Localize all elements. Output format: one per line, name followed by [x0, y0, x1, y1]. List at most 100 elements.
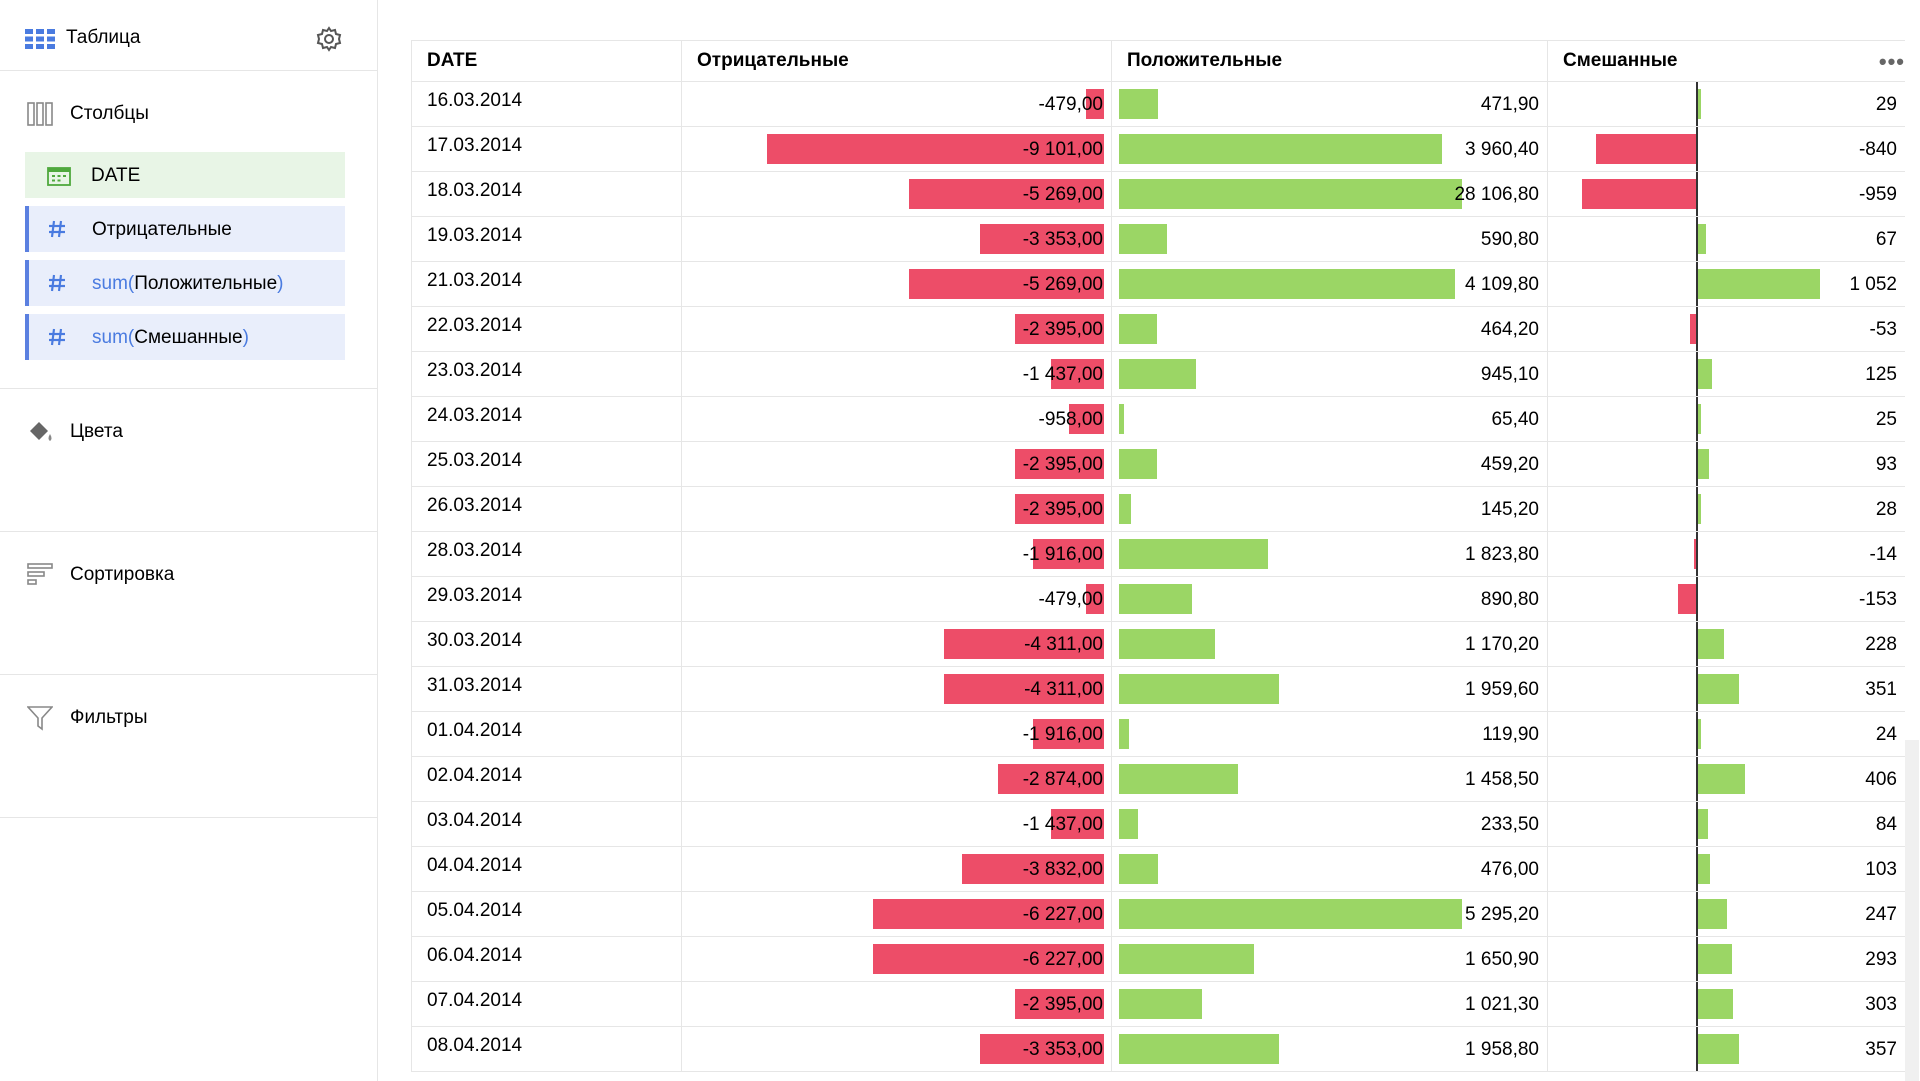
- cell-positive[interactable]: 1 958,80: [1111, 1026, 1548, 1072]
- cell-date[interactable]: 31.03.2014: [411, 666, 682, 712]
- cell-negative[interactable]: -479,00: [681, 576, 1112, 622]
- cell-mixed[interactable]: 125: [1547, 351, 1905, 397]
- cell-negative[interactable]: -4 311,00: [681, 621, 1112, 667]
- cell-mixed[interactable]: 103: [1547, 846, 1905, 892]
- cell-mixed[interactable]: 24: [1547, 711, 1905, 757]
- cell-mixed[interactable]: -840: [1547, 126, 1905, 172]
- field-date[interactable]: DATE: [25, 152, 345, 198]
- cell-date[interactable]: 04.04.2014: [411, 846, 682, 892]
- cell-date[interactable]: 18.03.2014: [411, 171, 682, 217]
- cell-mixed[interactable]: 303: [1547, 981, 1905, 1027]
- column-header-mixed[interactable]: Смешанные •••: [1547, 40, 1905, 82]
- cell-mixed[interactable]: 293: [1547, 936, 1905, 982]
- cell-positive[interactable]: 1 458,50: [1111, 756, 1548, 802]
- column-header-negative[interactable]: Отрицательные: [681, 40, 1112, 82]
- cell-negative[interactable]: -479,00: [681, 81, 1112, 127]
- cell-negative[interactable]: -5 269,00: [681, 261, 1112, 307]
- cell-mixed[interactable]: 84: [1547, 801, 1905, 847]
- cell-positive[interactable]: 476,00: [1111, 846, 1548, 892]
- cell-date[interactable]: 21.03.2014: [411, 261, 682, 307]
- cell-positive[interactable]: 945,10: [1111, 351, 1548, 397]
- cell-negative[interactable]: -2 395,00: [681, 441, 1112, 487]
- cell-positive[interactable]: 5 295,20: [1111, 891, 1548, 937]
- cell-negative[interactable]: -1 916,00: [681, 531, 1112, 577]
- cell-date[interactable]: 19.03.2014: [411, 216, 682, 262]
- cell-date[interactable]: 05.04.2014: [411, 891, 682, 937]
- cell-negative[interactable]: -3 353,00: [681, 1026, 1112, 1072]
- cell-positive[interactable]: 1 959,60: [1111, 666, 1548, 712]
- cell-negative[interactable]: -3 353,00: [681, 216, 1112, 262]
- cell-negative[interactable]: -2 395,00: [681, 486, 1112, 532]
- cell-mixed[interactable]: 93: [1547, 441, 1905, 487]
- cell-negative[interactable]: -958,00: [681, 396, 1112, 442]
- cell-mixed[interactable]: -959: [1547, 171, 1905, 217]
- colors-section[interactable]: Цвета: [0, 389, 377, 532]
- cell-positive[interactable]: 3 960,40: [1111, 126, 1548, 172]
- cell-mixed[interactable]: 247: [1547, 891, 1905, 937]
- cell-date[interactable]: 25.03.2014: [411, 441, 682, 487]
- cell-date[interactable]: 24.03.2014: [411, 396, 682, 442]
- cell-date[interactable]: 28.03.2014: [411, 531, 682, 577]
- cell-mixed[interactable]: 67: [1547, 216, 1905, 262]
- column-header-date[interactable]: DATE: [411, 40, 682, 82]
- cell-date[interactable]: 17.03.2014: [411, 126, 682, 172]
- cell-mixed[interactable]: 25: [1547, 396, 1905, 442]
- cell-positive[interactable]: 1 823,80: [1111, 531, 1548, 577]
- cell-date[interactable]: 16.03.2014: [411, 81, 682, 127]
- cell-date[interactable]: 23.03.2014: [411, 351, 682, 397]
- cell-mixed[interactable]: 228: [1547, 621, 1905, 667]
- sort-section[interactable]: Сортировка: [0, 532, 377, 675]
- cell-positive[interactable]: 471,90: [1111, 81, 1548, 127]
- cell-date[interactable]: 03.04.2014: [411, 801, 682, 847]
- cell-mixed[interactable]: -53: [1547, 306, 1905, 352]
- cell-positive[interactable]: 590,80: [1111, 216, 1548, 262]
- column-header-positive[interactable]: Положительные: [1111, 40, 1548, 82]
- cell-positive[interactable]: 890,80: [1111, 576, 1548, 622]
- cell-positive[interactable]: 28 106,80: [1111, 171, 1548, 217]
- cell-mixed[interactable]: -14: [1547, 531, 1905, 577]
- cell-positive[interactable]: 145,20: [1111, 486, 1548, 532]
- cell-date[interactable]: 30.03.2014: [411, 621, 682, 667]
- cell-negative[interactable]: -1 916,00: [681, 711, 1112, 757]
- cell-negative[interactable]: -3 832,00: [681, 846, 1112, 892]
- cell-positive[interactable]: 1 021,30: [1111, 981, 1548, 1027]
- cell-mixed[interactable]: 406: [1547, 756, 1905, 802]
- cell-positive[interactable]: 464,20: [1111, 306, 1548, 352]
- field-mixed[interactable]: sum(Смешанные): [25, 314, 345, 360]
- cell-positive[interactable]: 1 170,20: [1111, 621, 1548, 667]
- cell-date[interactable]: 06.04.2014: [411, 936, 682, 982]
- filters-section[interactable]: Фильтры: [0, 675, 377, 818]
- cell-mixed[interactable]: 1 052: [1547, 261, 1905, 307]
- cell-negative[interactable]: -6 227,00: [681, 891, 1112, 937]
- vertical-scrollbar[interactable]: [1905, 740, 1919, 1081]
- cell-negative[interactable]: -9 101,00: [681, 126, 1112, 172]
- cell-positive[interactable]: 459,20: [1111, 441, 1548, 487]
- cell-date[interactable]: 22.03.2014: [411, 306, 682, 352]
- visualization-type-title[interactable]: Таблица: [66, 27, 141, 48]
- cell-date[interactable]: 07.04.2014: [411, 981, 682, 1027]
- cell-positive[interactable]: 233,50: [1111, 801, 1548, 847]
- cell-mixed[interactable]: 351: [1547, 666, 1905, 712]
- gear-icon[interactable]: [316, 26, 342, 57]
- more-options-icon[interactable]: •••: [1878, 49, 1905, 74]
- field-negative[interactable]: Отрицательные: [25, 206, 345, 252]
- cell-mixed[interactable]: 29: [1547, 81, 1905, 127]
- cell-negative[interactable]: -6 227,00: [681, 936, 1112, 982]
- cell-negative[interactable]: -2 395,00: [681, 306, 1112, 352]
- cell-mixed[interactable]: -153: [1547, 576, 1905, 622]
- cell-negative[interactable]: -5 269,00: [681, 171, 1112, 217]
- cell-date[interactable]: 08.04.2014: [411, 1026, 682, 1072]
- cell-date[interactable]: 01.04.2014: [411, 711, 682, 757]
- cell-positive[interactable]: 1 650,90: [1111, 936, 1548, 982]
- cell-date[interactable]: 29.03.2014: [411, 576, 682, 622]
- cell-positive[interactable]: 65,40: [1111, 396, 1548, 442]
- cell-date[interactable]: 02.04.2014: [411, 756, 682, 802]
- cell-negative[interactable]: -1 437,00: [681, 351, 1112, 397]
- cell-positive[interactable]: 4 109,80: [1111, 261, 1548, 307]
- cell-positive[interactable]: 119,90: [1111, 711, 1548, 757]
- cell-negative[interactable]: -2 395,00: [681, 981, 1112, 1027]
- field-positive[interactable]: sum(Положительные): [25, 260, 345, 306]
- cell-negative[interactable]: -4 311,00: [681, 666, 1112, 712]
- cell-mixed[interactable]: 28: [1547, 486, 1905, 532]
- cell-negative[interactable]: -2 874,00: [681, 756, 1112, 802]
